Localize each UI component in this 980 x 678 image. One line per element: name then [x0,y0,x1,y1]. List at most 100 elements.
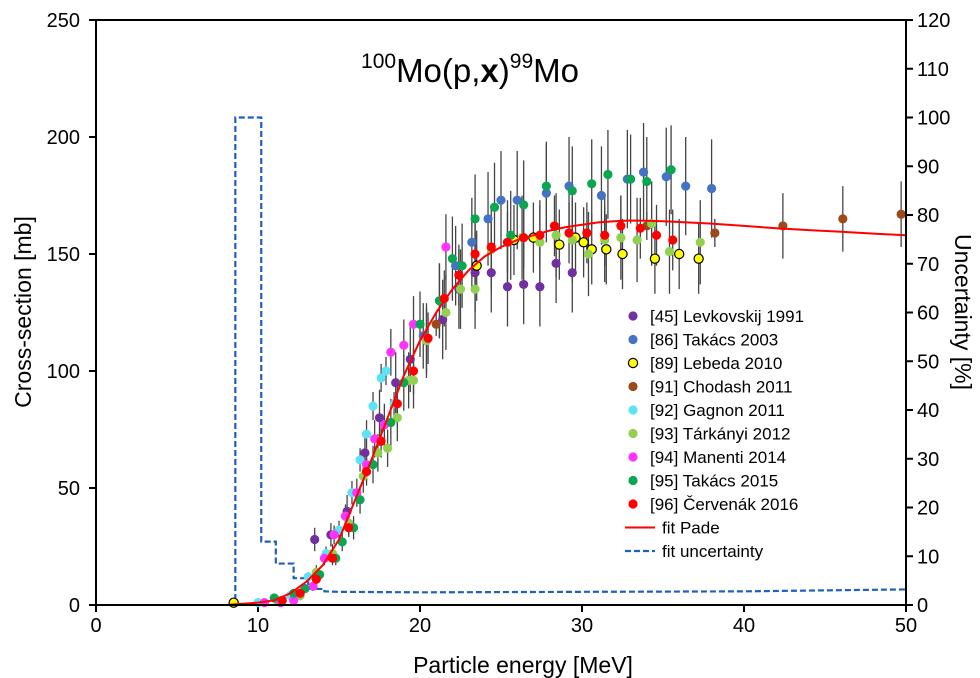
data-point [454,270,464,280]
data-point [661,172,671,182]
y-tick-label: 200 [47,127,80,149]
data-point [596,190,607,201]
data-point [632,235,642,245]
data-point [438,314,448,325]
data-point [383,443,393,453]
data-point [386,347,396,357]
data-point [455,284,466,294]
data-point [578,237,589,248]
data-point [408,366,419,376]
data-point [386,417,396,428]
data-point [616,221,626,231]
legend-marker [628,499,638,509]
data-point [603,169,613,180]
legend-label: [86] Takács 2003 [650,331,778,350]
data-point [535,237,545,247]
data-point [483,214,493,224]
title-product: Mo [533,52,579,89]
y-axis-label: Cross-section [mb] [10,216,36,408]
fit-uncertainty-line [228,116,907,604]
data-point [642,176,652,187]
legend-label: [93] Tárkányi 2012 [650,425,791,444]
legend-marker [628,475,638,486]
data-point [668,235,678,245]
legend-label: [45] Levkovskij 1991 [650,307,804,326]
data-point [447,254,457,264]
data-point [710,228,720,238]
y2-tick-label: 10 [917,546,939,568]
data-point [600,230,610,240]
data-point [289,588,299,598]
data-point [360,448,370,458]
data-point [551,258,561,268]
data-point [303,572,313,582]
data-point [486,242,496,252]
y2-tick-label: 100 [917,108,950,130]
data-point [470,249,480,259]
title-close: ) [499,52,510,89]
data-point [601,244,612,255]
title-mass-target: 100 [361,50,396,73]
legend-marker [628,334,638,345]
y2-tick-label: 110 [917,59,949,81]
data-point [664,247,675,257]
data-point [567,268,577,278]
data-point [502,282,513,292]
data-point [551,230,561,240]
y-tick-label: 0 [69,595,80,617]
data-point [651,230,662,240]
legend-marker [628,311,638,321]
data-point [374,413,385,423]
data-point [506,230,516,240]
data-point [471,260,482,271]
legend-label: [96] Červenák 2016 [650,495,798,514]
data-point [289,595,299,605]
data-point [541,188,551,198]
y-tick-label: 100 [47,361,80,383]
data-point [467,237,477,247]
data-point [431,319,441,329]
y-tick-label: 250 [47,10,80,32]
legend-label: [92] Gagnon 2011 [650,401,785,420]
legend-marker [628,381,638,392]
data-point [295,588,305,598]
data-point [519,200,529,210]
data-point [541,181,551,191]
data-point [355,455,365,465]
data-point [681,181,691,191]
y-tick-label: 150 [47,244,80,266]
data-point [649,253,661,264]
data-point [567,186,577,196]
data-point [535,282,545,292]
y-tick-label: 50 [58,478,80,500]
y2-tick-label: 120 [917,10,950,32]
data-point [587,179,597,189]
legend-marker [628,428,638,439]
data-point [308,581,318,591]
x-tick-label: 20 [409,615,431,637]
title-mass-product: 99 [510,50,533,73]
y2-tick-label: 30 [917,449,939,471]
legend-marker [627,357,639,369]
data-point [399,340,409,350]
x-tick-label: 30 [571,615,593,637]
data-point [486,268,496,278]
y2-axis-label: Uncertainty [%] [950,234,976,390]
data-point [567,235,577,245]
y2-tick-label: 60 [917,303,939,325]
y2-tick-label: 90 [917,156,939,178]
data-point [564,228,574,238]
data-point [693,253,704,264]
data-point [512,195,522,205]
y2-tick-label: 40 [917,400,939,422]
x-axis-label: Particle energy [MeV] [413,652,633,678]
y2-tick-label: 50 [917,351,939,373]
data-point [344,523,354,533]
data-point [376,373,386,383]
data-point [408,375,419,385]
data-point [311,574,321,584]
legend-label: fit Pade [662,519,720,538]
data-point [616,233,626,243]
chart-title: 100Mo(p,x)99Mo [361,50,579,89]
